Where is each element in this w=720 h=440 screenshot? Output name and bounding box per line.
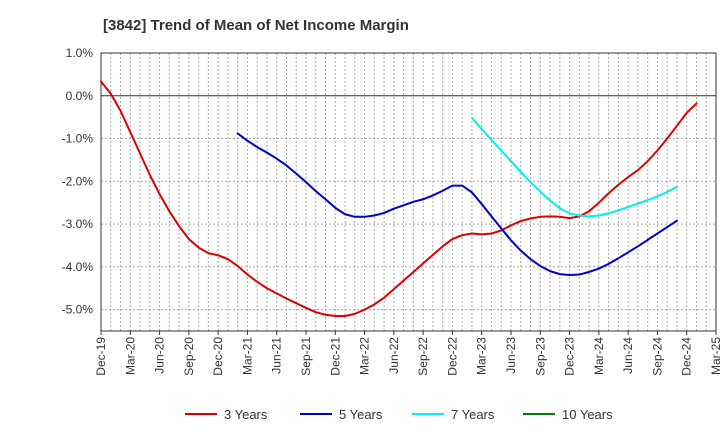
legend: 3 Years 5 Years 7 Years 10 Years — [185, 407, 613, 422]
y-tick-label: 1.0% — [66, 46, 94, 60]
series-line-5-years — [236, 132, 678, 276]
chart-title: [3842] Trend of Mean of Net Income Margi… — [103, 17, 409, 34]
x-tick-label: Dec-22 — [445, 337, 459, 376]
y-tick-label: -2.0% — [62, 174, 94, 188]
grid-layer — [100, 52, 717, 331]
x-tick-label: Mar-23 — [475, 337, 489, 375]
legend-label-3-years: 3 Years — [224, 407, 268, 422]
x-tick-label: Sep-21 — [299, 337, 313, 376]
x-tick-label: Mar-25 — [709, 337, 720, 375]
y-tick-label: -4.0% — [62, 260, 94, 274]
series-line-7-years — [470, 117, 678, 218]
x-tick-label: Dec-21 — [328, 337, 342, 376]
x-tick-label: Jun-21 — [270, 337, 284, 374]
x-tick-label: Mar-24 — [592, 337, 606, 375]
x-tick-label: Sep-22 — [416, 337, 430, 376]
y-tick-label: -3.0% — [62, 217, 94, 231]
x-tick-label: Jun-22 — [387, 337, 401, 374]
legend-label-7-years: 7 Years — [451, 407, 495, 422]
y-tick-label: -1.0% — [62, 132, 94, 146]
x-tick-label: Jun-23 — [504, 337, 518, 374]
legend-label-5-years: 5 Years — [339, 407, 383, 422]
series-layer — [100, 80, 698, 318]
axis-layer: 1.0% 0.0% -1.0% -2.0% -3.0% -4.0% -5.0% Dec-19 M… — [62, 46, 720, 376]
x-tick-label: Jun-20 — [153, 337, 167, 374]
plot-frame — [100, 52, 717, 332]
x-tick-label: Dec-19 — [94, 337, 108, 376]
y-tick-label: 0.0% — [66, 89, 94, 103]
x-tick-label: Jun-24 — [621, 337, 635, 374]
x-tick-label: Mar-22 — [358, 337, 372, 375]
x-tick-label: Mar-21 — [240, 337, 254, 375]
series-line-3-years — [100, 80, 698, 318]
x-tick-label: Sep-20 — [182, 337, 196, 376]
x-tick-label: Dec-20 — [211, 337, 225, 376]
x-tick-label: Dec-23 — [563, 337, 577, 376]
x-tick-label: Sep-23 — [533, 337, 547, 376]
x-tick-label: Dec-24 — [680, 337, 694, 376]
x-tick-label: Mar-20 — [123, 337, 137, 375]
legend-label-10-years: 10 Years — [562, 407, 613, 422]
y-tick-label: -5.0% — [62, 303, 94, 317]
x-tick-label: Sep-24 — [650, 337, 664, 376]
